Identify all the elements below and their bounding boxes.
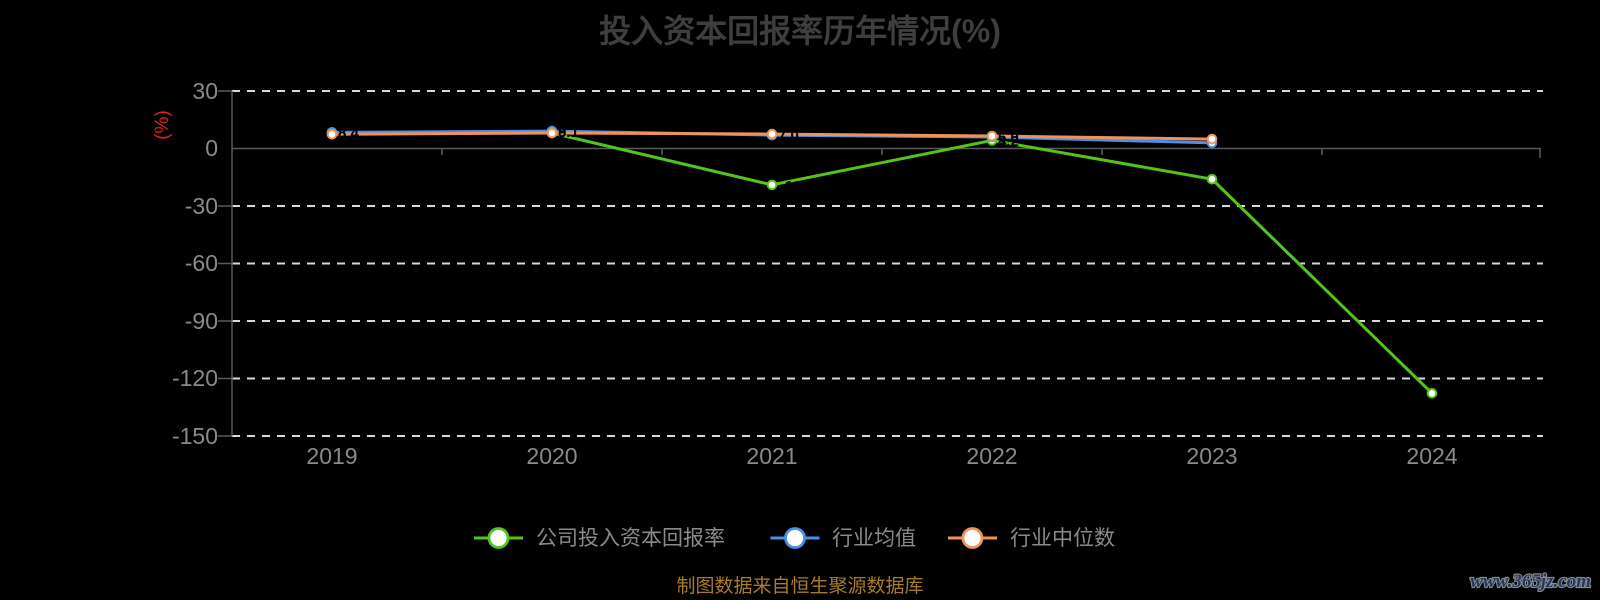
svg-text:-150: -150: [172, 423, 218, 449]
svg-text:-120: -120: [172, 365, 218, 391]
svg-text:9.1: 9.1: [558, 124, 579, 141]
svg-text:公司投入资本回报率: 公司投入资本回报率: [536, 527, 725, 550]
svg-text:2024: 2024: [1406, 443, 1457, 469]
svg-text:2020: 2020: [526, 443, 577, 469]
svg-text:4.2: 4.2: [998, 133, 1019, 150]
svg-text:(%): (%): [152, 110, 173, 140]
svg-text:-127.7: -127.7: [1438, 386, 1481, 403]
svg-text:2023: 2023: [1186, 443, 1237, 469]
svg-text:-90: -90: [185, 308, 218, 334]
svg-text:行业中位数: 行业中位数: [1010, 527, 1115, 550]
svg-text:行业均值: 行业均值: [832, 527, 916, 550]
svg-text:30: 30: [192, 78, 218, 104]
svg-text:2022: 2022: [966, 443, 1017, 469]
svg-text:8.4: 8.4: [338, 125, 360, 142]
svg-text:-60: -60: [185, 250, 218, 276]
svg-text:-16.0: -16.0: [1218, 172, 1252, 189]
svg-text:7.0: 7.0: [778, 127, 799, 144]
svg-text:0: 0: [205, 135, 218, 161]
svg-text:2021: 2021: [746, 443, 797, 469]
svg-text:-30: -30: [185, 193, 218, 219]
svg-text:-19.0: -19.0: [780, 178, 814, 195]
svg-text:2019: 2019: [306, 443, 357, 469]
svg-text:2.9: 2.9: [1218, 132, 1239, 149]
